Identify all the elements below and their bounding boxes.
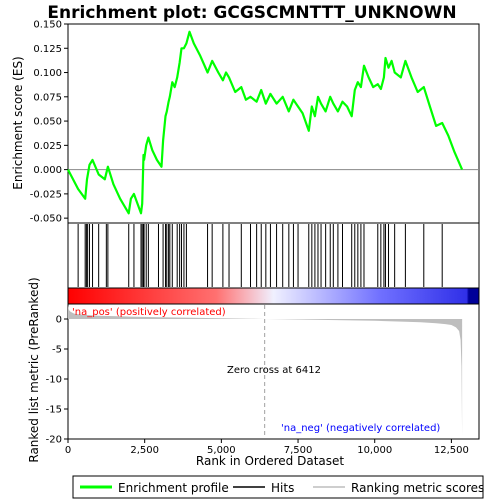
x-tick-label: 0 <box>65 445 71 456</box>
metric-y-tick-label: -20 <box>46 435 62 446</box>
metric-y-tick-label: -10 <box>46 375 62 386</box>
es-y-tick-label: 0.125 <box>33 44 62 55</box>
metric-y-tick-label: -5 <box>52 345 62 356</box>
positive-correlation-label: 'na_pos' (positively correlated) <box>72 307 226 318</box>
metric-panel-frame <box>67 303 480 440</box>
es-y-tick-label: 0.050 <box>33 117 62 128</box>
metric-panel: 0 -5 -10 -15 -20 'na_pos' (positively correl… <box>27 277 480 463</box>
es-panel: 0.150 0.125 0.100 0.075 0.050 0.025 0.000 -0.02… <box>11 20 480 225</box>
hits-panel-frame <box>67 222 480 289</box>
metric-y-axis-label: Ranked list metric (PreRanked) <box>27 277 41 462</box>
legend-hits-label: Hits <box>271 481 294 495</box>
es-y-tick-label: 0.000 <box>33 165 62 176</box>
negative-correlation-label: 'na_neg' (negatively correlated) <box>281 423 440 434</box>
x-tick-label: 12,500 <box>434 445 469 456</box>
x-tick-label: 7,500 <box>284 445 313 456</box>
legend-frame <box>72 475 484 499</box>
rank-gradient-bar <box>67 287 480 305</box>
enrichment-profile-line <box>67 30 464 215</box>
es-y-tick-label: -0.050 <box>30 214 62 225</box>
es-y-tick-label: -0.025 <box>30 189 62 200</box>
es-y-tick-label: 0.150 <box>33 20 62 31</box>
metric-y-tick-label: 0 <box>56 315 62 326</box>
es-y-axis: 0.150 0.125 0.100 0.075 0.050 0.025 0.000 -0.02… <box>30 20 68 225</box>
es-y-tick-label: 0.100 <box>33 68 62 79</box>
legend-enrichment-label: Enrichment profile <box>118 481 229 495</box>
x-tick-label: 10,000 <box>357 445 392 456</box>
chart-title: Enrichment plot: GCGSCMNTTT_UNKNOWN <box>47 3 456 23</box>
es-y-tick-label: 0.025 <box>33 141 62 152</box>
x-axis-label: Rank in Ordered Dataset <box>196 454 344 468</box>
hit-marks <box>77 224 443 287</box>
zero-cross-label: Zero cross at 6412 <box>227 365 321 376</box>
legend: Enrichment profile Hits Ranking metric s… <box>72 475 484 499</box>
x-axis: 0 2,500 5,000 7,500 10,000 12,500 <box>65 439 469 456</box>
x-tick-label: 5,000 <box>207 445 236 456</box>
ranking-metric-area <box>68 305 463 436</box>
es-panel-frame <box>67 23 480 224</box>
hits-panel <box>67 222 480 289</box>
es-y-tick-label: 0.075 <box>33 92 62 103</box>
x-tick-label: 2,500 <box>130 445 159 456</box>
metric-y-axis: 0 -5 -10 -15 -20 <box>46 315 68 446</box>
metric-y-tick-label: -15 <box>46 405 62 416</box>
legend-metric-label: Ranking metric scores <box>351 481 484 495</box>
es-y-axis-label: Enrichment score (ES) <box>11 56 25 189</box>
